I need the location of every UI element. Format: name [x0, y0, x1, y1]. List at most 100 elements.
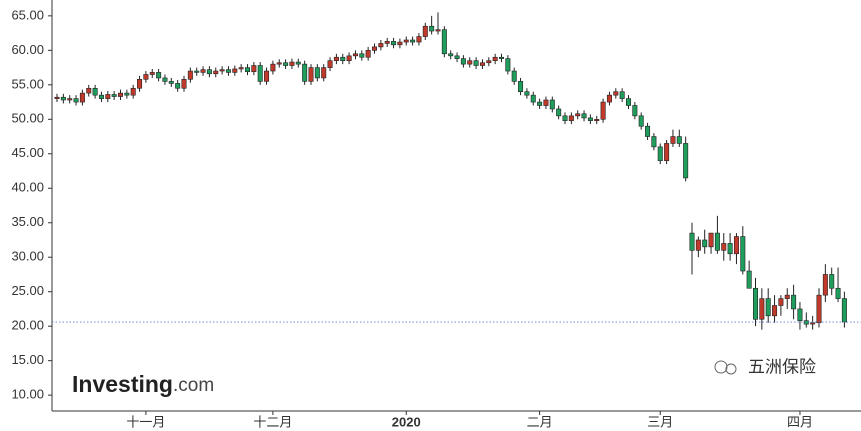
candle-body — [245, 67, 251, 73]
candle-body — [187, 70, 193, 80]
candle-body — [270, 63, 276, 72]
candle-body — [657, 146, 663, 161]
candle-body — [181, 79, 187, 89]
candle-body — [638, 115, 644, 127]
candle-body — [791, 294, 797, 310]
candle-body — [613, 91, 619, 96]
y-tick-label: 30.00 — [11, 249, 44, 264]
candle-body — [283, 62, 289, 66]
candle-body — [238, 67, 244, 70]
candle-body — [810, 322, 816, 325]
wechat-badge: 五洲保险 — [714, 357, 816, 376]
candle-body — [822, 274, 828, 296]
candle-body — [86, 87, 92, 94]
candle-body — [264, 70, 270, 82]
x-tick-label: 十二月 — [253, 414, 292, 429]
candle-body — [511, 70, 517, 82]
candle-body — [302, 63, 308, 82]
y-tick-label: 45.00 — [11, 145, 44, 160]
candle-body — [429, 25, 435, 32]
candle-body — [130, 87, 136, 96]
logo-text: Investing — [72, 371, 173, 397]
x-tick-label: 四月 — [787, 414, 813, 429]
candle-body — [352, 53, 358, 57]
candle-body — [721, 243, 727, 251]
candle-body — [581, 113, 587, 119]
candle-body — [314, 67, 320, 79]
candle-body — [664, 143, 670, 161]
y-tick-label: 35.00 — [11, 214, 44, 229]
candle-body — [206, 69, 212, 75]
candle-body — [435, 29, 441, 32]
candle-body — [156, 72, 162, 79]
candle-body — [98, 94, 104, 99]
y-tick-label: 55.00 — [11, 76, 44, 91]
candle-body — [556, 108, 562, 117]
candle-body — [365, 50, 371, 58]
candle-body — [479, 62, 485, 66]
candle-body — [378, 43, 384, 48]
candle-body — [454, 55, 460, 59]
candle-body — [397, 41, 403, 46]
candle-body — [568, 115, 574, 121]
candle-body — [708, 232, 714, 248]
candle-body — [79, 92, 85, 103]
candle-body — [670, 136, 676, 144]
candle-body — [752, 287, 758, 320]
candle-body — [422, 25, 428, 37]
y-tick-label: 20.00 — [11, 318, 44, 333]
candle-body — [575, 113, 581, 117]
candle-body — [606, 94, 612, 103]
candle-body — [473, 60, 479, 66]
x-tick-label: 2020 — [392, 414, 421, 429]
candle-body — [111, 94, 117, 97]
candle-body — [625, 98, 631, 106]
candle-body — [778, 298, 784, 306]
candle-body — [60, 96, 66, 101]
wechat-icon — [714, 360, 728, 374]
candle-body — [124, 92, 130, 96]
y-tick-label: 65.00 — [11, 7, 44, 22]
candle-body — [797, 308, 803, 321]
candle-body — [492, 56, 498, 61]
candle-body — [530, 94, 536, 103]
candle-body — [359, 53, 365, 58]
candle-body — [537, 101, 543, 106]
candle-body — [295, 61, 301, 65]
y-tick-label: 60.00 — [11, 42, 44, 57]
candle-body — [600, 101, 606, 120]
candle-body — [67, 98, 73, 101]
candle-body — [200, 69, 206, 73]
candle-body — [733, 236, 739, 255]
candle-body — [702, 239, 708, 248]
candle-body — [327, 60, 333, 68]
candle-body — [346, 55, 352, 61]
candle-body — [92, 87, 98, 96]
candle-body — [460, 58, 466, 65]
candle-body — [219, 69, 225, 72]
y-tick-label: 25.00 — [11, 283, 44, 298]
candle-body — [143, 74, 149, 80]
candle-body — [689, 232, 695, 251]
candle-body — [403, 39, 409, 43]
candle-body — [225, 69, 231, 73]
candle-body — [524, 91, 530, 96]
candle-body — [695, 239, 701, 251]
candle-body — [714, 232, 720, 251]
candle-body — [594, 119, 600, 121]
y-tick-label: 15.00 — [11, 352, 44, 367]
candle-body — [772, 305, 778, 317]
candle-body — [467, 60, 473, 65]
candle-body — [746, 270, 752, 289]
candle-body — [391, 41, 397, 46]
candle-body — [371, 46, 377, 51]
candle-body — [168, 81, 174, 84]
candle-body — [105, 94, 111, 99]
candle-body — [486, 60, 492, 64]
y-tick-label: 50.00 — [11, 111, 44, 126]
logo-suffix: .com — [173, 375, 214, 396]
candle-body — [340, 56, 346, 61]
candle-body — [257, 65, 263, 82]
y-tick-label: 40.00 — [11, 180, 44, 195]
